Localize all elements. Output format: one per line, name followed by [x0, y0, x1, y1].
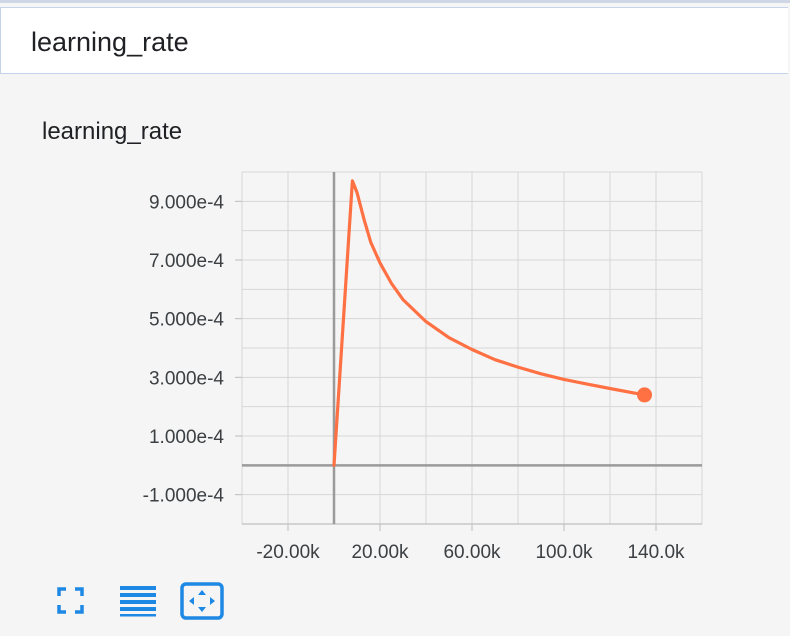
header-title: learning_rate [31, 27, 189, 57]
series-last-point [637, 387, 652, 403]
y-tick-label: 1.000e-4 [149, 427, 224, 448]
y-tick-label: 9.000e-4 [149, 192, 224, 213]
top-border [0, 0, 790, 3]
y-tick-label: 3.000e-4 [149, 368, 224, 389]
toggle-log-scale-icon [120, 586, 156, 617]
x-tick-label: -20.00k [256, 542, 320, 563]
x-tick-label: 60.00k [443, 542, 501, 563]
card-header[interactable]: learning_rate [0, 7, 788, 74]
x-tick-label: 100.0k [535, 542, 593, 563]
fullscreen-button[interactable] [52, 582, 96, 622]
x-tick-label: 20.00k [351, 542, 409, 563]
series-line [332, 179, 647, 467]
x-tick-label: 140.0k [627, 542, 685, 563]
chart-title: learning_rate [42, 118, 183, 145]
chart-svg: 9.000e-4 7.000e-4 5.000e-4 3.000e-4 1.000e-4… [143, 171, 703, 563]
y-tick-label: 5.000e-4 [149, 310, 224, 331]
fit-domain-icon [180, 582, 224, 620]
fullscreen-icon [57, 587, 84, 614]
fit-domain-button[interactable] [180, 582, 224, 622]
y-tick-label: -1.000e-4 [143, 486, 225, 507]
y-tick-label: 7.000e-4 [149, 251, 224, 272]
toggle-log-scale-button[interactable] [118, 582, 162, 622]
